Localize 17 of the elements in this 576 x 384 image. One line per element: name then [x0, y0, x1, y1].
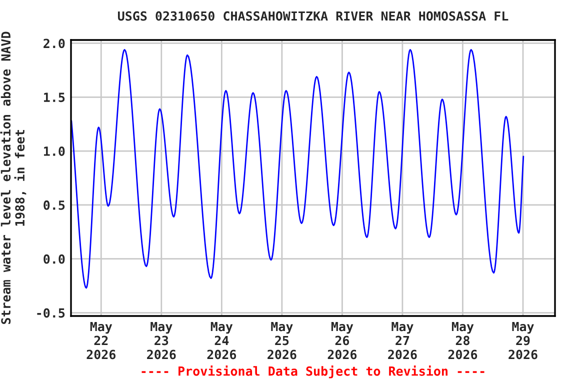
x-tick-label: May 28 2026 [448, 322, 478, 360]
y-tick-label: 1.0 [44, 146, 65, 156]
y-tick-label: 0.0 [44, 254, 65, 264]
y-axis-title: Stream water level elevation above NAVD 1988, in feet [0, 32, 26, 324]
chart-title: USGS 02310650 CHASSAHOWITZKA RIVER NEAR HOMOSASSA FL [118, 11, 508, 21]
x-tick-label: May 29 2026 [508, 322, 538, 360]
x-tick-label: May 25 2026 [268, 322, 296, 360]
y-tick-label: 2.0 [44, 38, 65, 48]
x-tick-label: May 24 2026 [207, 322, 236, 360]
x-tick-label: May 27 2026 [388, 322, 417, 360]
text: ---- Provisional Data Subject to Revision ---- [142, 365, 484, 378]
x-tick-label: May 26 2026 [328, 322, 357, 360]
x-tick-label: May 22 2026 [86, 322, 116, 360]
y-tick-label: 1.5 [44, 92, 65, 102]
y-tick-label: 0.5 [44, 200, 65, 210]
x-tick-label: May 23 2026 [147, 322, 176, 360]
y-tick-label: -0.5 [37, 308, 65, 318]
